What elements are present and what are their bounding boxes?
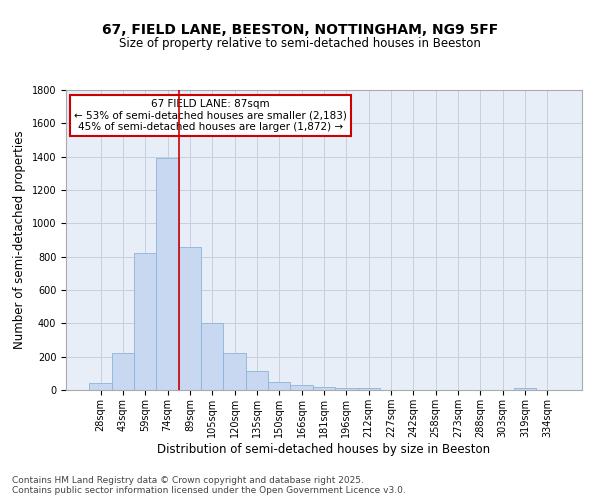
Bar — [268, 382, 290, 390]
Text: 67, FIELD LANE, BEESTON, NOTTINGHAM, NG9 5FF: 67, FIELD LANE, BEESTON, NOTTINGHAM, NG9… — [102, 22, 498, 36]
Y-axis label: Number of semi-detached properties: Number of semi-detached properties — [13, 130, 26, 350]
Bar — [358, 388, 380, 390]
Bar — [514, 388, 536, 390]
Bar — [157, 158, 179, 390]
Text: 67 FIELD LANE: 87sqm
← 53% of semi-detached houses are smaller (2,183)
45% of se: 67 FIELD LANE: 87sqm ← 53% of semi-detac… — [74, 99, 347, 132]
Bar — [335, 388, 358, 390]
Bar — [134, 254, 157, 390]
Bar — [246, 371, 268, 390]
Bar — [179, 246, 201, 390]
Bar — [89, 382, 112, 390]
Text: Contains HM Land Registry data © Crown copyright and database right 2025.: Contains HM Land Registry data © Crown c… — [12, 476, 364, 485]
X-axis label: Distribution of semi-detached houses by size in Beeston: Distribution of semi-detached houses by … — [157, 442, 491, 456]
Bar — [112, 352, 134, 390]
Bar — [290, 385, 313, 390]
Bar — [223, 352, 246, 390]
Text: Size of property relative to semi-detached houses in Beeston: Size of property relative to semi-detach… — [119, 38, 481, 51]
Bar — [313, 386, 335, 390]
Text: Contains public sector information licensed under the Open Government Licence v3: Contains public sector information licen… — [12, 486, 406, 495]
Bar — [201, 324, 223, 390]
